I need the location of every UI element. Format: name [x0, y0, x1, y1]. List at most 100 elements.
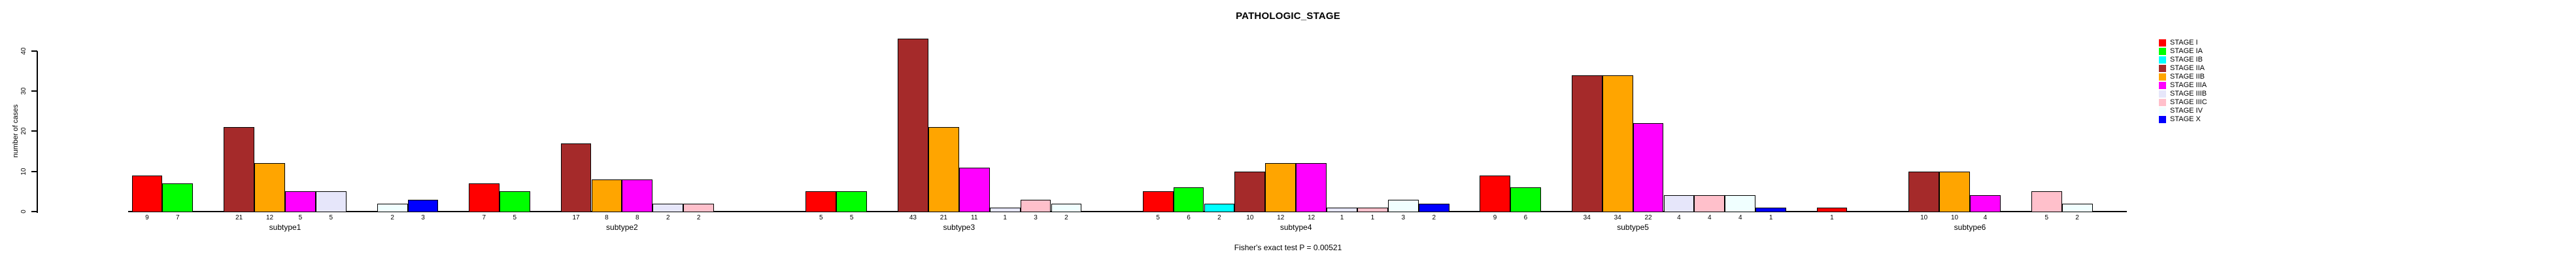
bar-subtype4-stage-iiic: [1357, 207, 1388, 212]
bar-value-label: 5: [298, 214, 303, 221]
legend-item: STAGE IIB: [2159, 73, 2205, 81]
bar-subtype4-stage-iia: [1234, 171, 1266, 212]
bar-subtype1-stage-iv: [377, 203, 408, 212]
y-tick-label: 30: [20, 87, 27, 95]
bar-subtype5-stage-iiib: [1663, 195, 1695, 212]
bar-value-label: 17: [572, 214, 580, 221]
x-category-label: subtype4: [1280, 223, 1312, 232]
bar-value-label: 10: [1246, 214, 1254, 221]
bar-subtype4-stage-iv: [1387, 199, 1419, 212]
bar-subtype3-stage-iiic: [1020, 199, 1051, 212]
bar-subtype1-stage-iib: [254, 163, 285, 212]
bar-value-label: 43: [909, 214, 917, 221]
bar-value-label: 1: [1370, 214, 1375, 221]
legend-swatch-icon: [2159, 39, 2166, 47]
bar-subtype5-stage-x: [1755, 207, 1787, 212]
bar-value-label: 5: [2044, 214, 2049, 221]
bar-subtype4-stage-x: [1418, 203, 1449, 212]
bar-value-label: 5: [329, 214, 333, 221]
legend-item: STAGE IIIC: [2159, 98, 2207, 107]
bar-subtype2-stage-iiib: [652, 203, 684, 212]
bar-value-label: 10: [1950, 214, 1959, 221]
bar-value-label: 3: [1034, 214, 1038, 221]
bar-value-label: 11: [971, 214, 978, 221]
legend-item: STAGE IIIA: [2159, 81, 2207, 90]
x-category-label: subtype3: [943, 223, 975, 232]
bar-value-label: 4: [1708, 214, 1712, 221]
bar-value-label: 21: [940, 214, 947, 221]
x-category-label: subtype2: [606, 223, 638, 232]
legend-item-label: STAGE IA: [2170, 47, 2203, 56]
bar-value-label: 1: [1003, 214, 1007, 221]
bar-subtype3-stage-iiia: [958, 167, 990, 212]
bar-subtype4-stage-iiia: [1296, 163, 1327, 212]
bar-subtype3-stage-iib: [928, 127, 959, 212]
legend-item-label: STAGE IIIA: [2170, 81, 2207, 90]
bar-subtype2-stage-i: [468, 183, 500, 212]
bar-value-label: 12: [1277, 214, 1285, 221]
bar-value-label: 3: [421, 214, 425, 221]
bar-value-label: 22: [1644, 214, 1652, 221]
bar-subtype1-stage-iia: [224, 127, 255, 212]
bar-value-label: 7: [176, 214, 180, 221]
bar-subtype5-stage-i: [1480, 175, 1510, 212]
legend-item-label: STAGE IB: [2170, 56, 2203, 64]
bar-value-label: 9: [145, 214, 149, 221]
bar-value-label: 1: [1769, 214, 1773, 221]
y-tick-mark: [31, 170, 37, 172]
bar-subtype5-stage-iib: [1602, 75, 1633, 212]
bar-subtype6-stage-iiic: [2031, 191, 2062, 212]
bar-value-label: 10: [1920, 214, 1928, 221]
bar-value-label: 21: [235, 214, 243, 221]
legend-item: STAGE I: [2159, 39, 2198, 47]
legend-item: STAGE IIA: [2159, 64, 2205, 73]
y-tick-mark: [31, 130, 37, 132]
bar-subtype6-stage-iiia: [1970, 195, 2001, 212]
legend-item: STAGE IIIB: [2159, 90, 2207, 98]
legend-swatch-icon: [2159, 73, 2166, 81]
legend-item-label: STAGE I: [2170, 39, 2198, 47]
legend-item: STAGE IB: [2159, 56, 2203, 64]
bar-value-label: 3: [1401, 214, 1406, 221]
y-tick-mark: [31, 50, 37, 52]
bar-subtype4-stage-ia: [1173, 187, 1204, 212]
legend-swatch-icon: [2159, 90, 2166, 98]
y-axis-label: number of cases: [12, 104, 20, 158]
x-category-label: subtype6: [1954, 223, 1986, 232]
bar-subtype2-stage-iiic: [683, 203, 715, 212]
y-tick-label: 0: [20, 210, 27, 214]
bar-subtype3-stage-ia: [836, 191, 868, 212]
legend-item: STAGE X: [2159, 115, 2201, 124]
bar-value-label: 8: [605, 214, 609, 221]
bar-subtype3-stage-iia: [898, 39, 928, 212]
legend-item-label: STAGE IIIC: [2170, 98, 2207, 107]
bar-value-label: 12: [265, 214, 274, 221]
legend-item: STAGE IV: [2159, 107, 2203, 115]
bar-subtype6-stage-i: [1816, 207, 1848, 212]
bar-subtype1-stage-ia: [162, 183, 194, 212]
bar-subtype6-stage-iib: [1939, 171, 1970, 212]
bar-subtype2-stage-iiia: [622, 179, 653, 212]
bar-subtype4-stage-i: [1142, 191, 1174, 212]
bar-value-label: 4: [1983, 214, 1988, 221]
bar-subtype6-stage-iv: [2061, 203, 2093, 212]
bar-subtype3-stage-i: [805, 191, 837, 212]
bar-subtype1-stage-iiib: [315, 191, 347, 212]
bar-value-label: 5: [513, 214, 517, 221]
bar-value-label: 2: [696, 214, 701, 221]
bar-value-label: 1: [1830, 214, 1834, 221]
bar-subtype2-stage-iib: [591, 179, 622, 212]
x-category-label: subtype1: [269, 223, 301, 232]
bar-value-label: 6: [1523, 214, 1528, 221]
legend-swatch-icon: [2159, 107, 2166, 115]
bar-subtype5-stage-iv: [1725, 195, 1756, 212]
bar-value-label: 2: [1432, 214, 1436, 221]
chart-title: PATHOLOGIC_STAGE: [1236, 10, 1340, 22]
bar-subtype2-stage-iia: [560, 143, 592, 212]
bar-value-label: 4: [1677, 214, 1681, 221]
y-tick-label: 10: [20, 168, 27, 176]
y-axis-line: [37, 50, 38, 213]
bar-subtype3-stage-iiib: [989, 207, 1021, 212]
bar-subtype4-stage-iib: [1265, 163, 1296, 212]
